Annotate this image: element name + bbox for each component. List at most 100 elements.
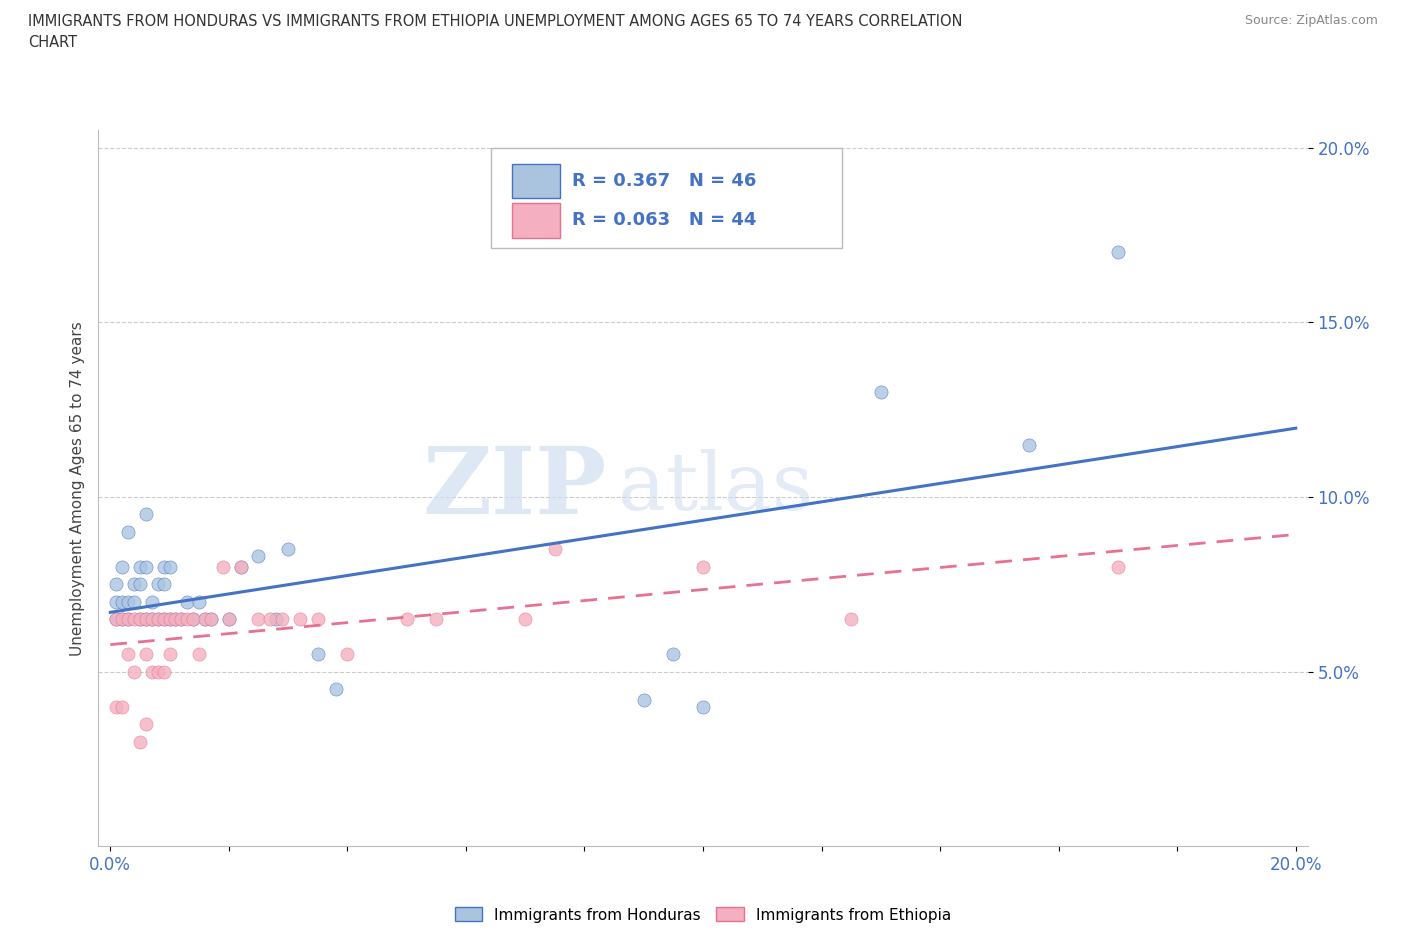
Point	[277, 542, 299, 557]
Point	[117, 612, 139, 627]
Point	[188, 594, 211, 609]
Point	[259, 612, 281, 627]
Point	[218, 612, 240, 627]
Point	[146, 577, 169, 591]
Point	[170, 612, 193, 627]
Point	[105, 612, 128, 627]
Point	[122, 612, 145, 627]
Point	[117, 525, 139, 539]
Point	[129, 612, 152, 627]
Point	[152, 612, 174, 627]
Point	[325, 682, 347, 697]
Point	[288, 612, 311, 627]
Point	[146, 612, 169, 627]
Text: R = 0.063   N = 44: R = 0.063 N = 44	[572, 211, 756, 230]
Point	[111, 560, 134, 575]
Point	[229, 560, 252, 575]
Text: atlas: atlas	[619, 449, 814, 527]
Point	[159, 612, 181, 627]
Point	[111, 612, 134, 627]
Point	[146, 664, 169, 679]
Point	[122, 664, 145, 679]
Point	[152, 560, 174, 575]
Text: Source: ZipAtlas.com: Source: ZipAtlas.com	[1244, 14, 1378, 27]
Point	[159, 612, 181, 627]
Point	[129, 577, 152, 591]
Point	[200, 612, 222, 627]
Legend: Immigrants from Honduras, Immigrants from Ethiopia: Immigrants from Honduras, Immigrants fro…	[449, 901, 957, 929]
Text: R = 0.367   N = 46: R = 0.367 N = 46	[572, 172, 756, 190]
Point	[194, 612, 217, 627]
Text: CHART: CHART	[28, 35, 77, 50]
Text: IMMIGRANTS FROM HONDURAS VS IMMIGRANTS FROM ETHIOPIA UNEMPLOYMENT AMONG AGES 65 : IMMIGRANTS FROM HONDURAS VS IMMIGRANTS F…	[28, 14, 963, 29]
Point	[129, 734, 152, 749]
Point	[152, 577, 174, 591]
Point	[307, 646, 329, 661]
Point	[135, 717, 157, 732]
Point	[1018, 437, 1040, 452]
Point	[146, 612, 169, 627]
Point	[152, 664, 174, 679]
Point	[159, 560, 181, 575]
Point	[105, 699, 128, 714]
Point	[129, 612, 152, 627]
Point	[141, 612, 163, 627]
Point	[141, 612, 163, 627]
Point	[662, 646, 685, 661]
Point	[170, 612, 193, 627]
Point	[633, 692, 655, 707]
Point	[188, 646, 211, 661]
Point	[692, 699, 714, 714]
Point	[194, 612, 217, 627]
Point	[117, 612, 139, 627]
Point	[141, 664, 163, 679]
Point	[105, 612, 128, 627]
Point	[122, 594, 145, 609]
Point	[515, 612, 537, 627]
Point	[135, 560, 157, 575]
Point	[544, 542, 567, 557]
Point	[105, 577, 128, 591]
Y-axis label: Unemployment Among Ages 65 to 74 years: Unemployment Among Ages 65 to 74 years	[69, 321, 84, 656]
Point	[111, 699, 134, 714]
Point	[212, 560, 235, 575]
Point	[122, 577, 145, 591]
Point	[247, 612, 270, 627]
Point	[141, 594, 163, 609]
FancyBboxPatch shape	[492, 148, 842, 248]
Point	[176, 594, 198, 609]
Point	[247, 549, 270, 564]
Point	[105, 594, 128, 609]
Point	[264, 612, 287, 627]
Point	[395, 612, 418, 627]
Point	[165, 612, 187, 627]
Point	[425, 612, 447, 627]
Point	[271, 612, 294, 627]
Point	[111, 612, 134, 627]
Point	[117, 646, 139, 661]
Point	[869, 385, 891, 400]
Point	[176, 612, 198, 627]
Text: ZIP: ZIP	[422, 444, 606, 533]
Point	[159, 646, 181, 661]
Point	[307, 612, 329, 627]
Point	[135, 646, 157, 661]
Point	[129, 560, 152, 575]
Point	[1107, 245, 1129, 259]
Point	[181, 612, 204, 627]
Point	[135, 612, 157, 627]
Point	[181, 612, 204, 627]
FancyBboxPatch shape	[512, 164, 561, 198]
Point	[111, 594, 134, 609]
FancyBboxPatch shape	[512, 204, 561, 238]
Point	[229, 560, 252, 575]
Point	[692, 560, 714, 575]
Point	[336, 646, 359, 661]
Point	[1107, 560, 1129, 575]
Point	[200, 612, 222, 627]
Point	[839, 612, 862, 627]
Point	[117, 594, 139, 609]
Point	[135, 612, 157, 627]
Point	[218, 612, 240, 627]
Point	[135, 507, 157, 522]
